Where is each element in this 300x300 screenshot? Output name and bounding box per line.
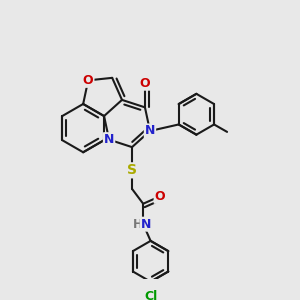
Text: Cl: Cl bbox=[144, 290, 157, 300]
Text: H: H bbox=[133, 218, 142, 231]
Text: O: O bbox=[83, 74, 94, 87]
Text: N: N bbox=[141, 218, 151, 231]
Text: S: S bbox=[127, 163, 137, 177]
Text: N: N bbox=[104, 133, 114, 146]
Text: O: O bbox=[154, 190, 165, 203]
Text: N: N bbox=[145, 124, 155, 137]
Text: O: O bbox=[140, 77, 150, 90]
